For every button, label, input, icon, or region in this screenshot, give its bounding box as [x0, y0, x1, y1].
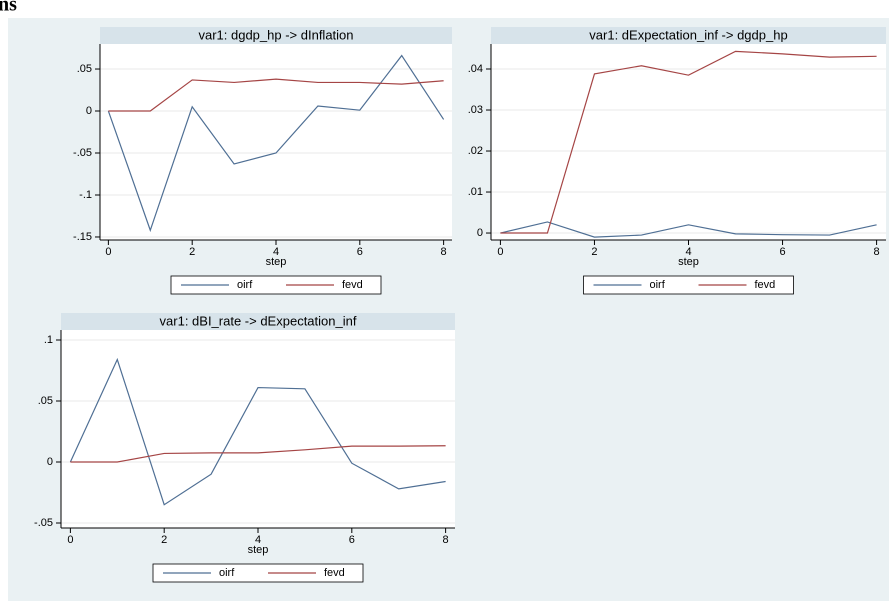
- y-tick-label: -.05: [34, 517, 53, 529]
- y-tick-label: .1: [44, 334, 53, 346]
- series-line: [500, 221, 877, 238]
- page-heading: ns: [0, 0, 17, 16]
- x-tick-label: 4: [273, 246, 279, 258]
- series-line: [107, 54, 445, 233]
- title-band: [491, 27, 886, 44]
- x-tick-label: 2: [189, 246, 195, 258]
- x-tick-label: 0: [67, 534, 73, 546]
- y-tick-label: 0: [47, 456, 53, 468]
- y-tick-label: .02: [468, 145, 483, 157]
- series-line: [108, 78, 444, 112]
- chart-title: var1: dgdp_hp -> dInflation: [198, 27, 353, 42]
- title-band: [61, 313, 455, 330]
- legend-box: [583, 275, 794, 295]
- x-tick-label: 0: [105, 246, 111, 258]
- x-axis-label: step: [248, 544, 269, 556]
- legend-label: oirf: [650, 279, 666, 291]
- legend-label: fevd: [324, 567, 345, 579]
- y-tick-label: -.1: [79, 189, 92, 201]
- legend-label: fevd: [755, 279, 776, 291]
- series-line: [69, 357, 446, 506]
- x-tick-label: 4: [255, 534, 261, 546]
- legend-label: oirf: [219, 567, 235, 579]
- title-band: [100, 27, 452, 44]
- x-tick-label: 6: [349, 534, 355, 546]
- x-tick-label: 6: [357, 246, 363, 258]
- y-tick-label: .05: [38, 395, 53, 407]
- legend-label: fevd: [342, 279, 363, 291]
- x-tick-label: 8: [443, 534, 449, 546]
- x-tick-label: 8: [874, 246, 880, 258]
- legend-label: oirf: [237, 279, 253, 291]
- x-tick-label: 2: [161, 534, 167, 546]
- y-tick-label: -.05: [73, 147, 92, 159]
- x-tick-label: 6: [779, 246, 785, 258]
- plot-area: [491, 44, 886, 240]
- y-tick-label: -.15: [73, 231, 92, 243]
- legend-box: [152, 563, 364, 583]
- y-tick-label: 0: [477, 227, 483, 239]
- x-axis-label: step: [266, 256, 287, 268]
- plot-area: [61, 330, 455, 528]
- x-axis-label: step: [678, 256, 699, 268]
- x-tick-label: 8: [441, 246, 447, 258]
- chart-title: var1: dExpectation_inf -> dgdp_hp: [589, 27, 787, 42]
- y-tick-label: .01: [468, 186, 483, 198]
- series-line: [70, 445, 446, 463]
- y-tick-label: .04: [468, 63, 483, 75]
- x-tick-label: 2: [591, 246, 597, 258]
- x-tick-label: 0: [497, 246, 503, 258]
- plot-area: [100, 44, 452, 240]
- y-tick-label: .05: [77, 63, 92, 75]
- y-tick-label: 0: [86, 105, 92, 117]
- y-tick-label: .03: [468, 104, 483, 116]
- legend-box: [170, 275, 382, 295]
- series-line: [500, 50, 877, 234]
- chart-title: var1: dBI_rate -> dExpectation_inf: [160, 313, 357, 328]
- x-tick-label: 4: [685, 246, 691, 258]
